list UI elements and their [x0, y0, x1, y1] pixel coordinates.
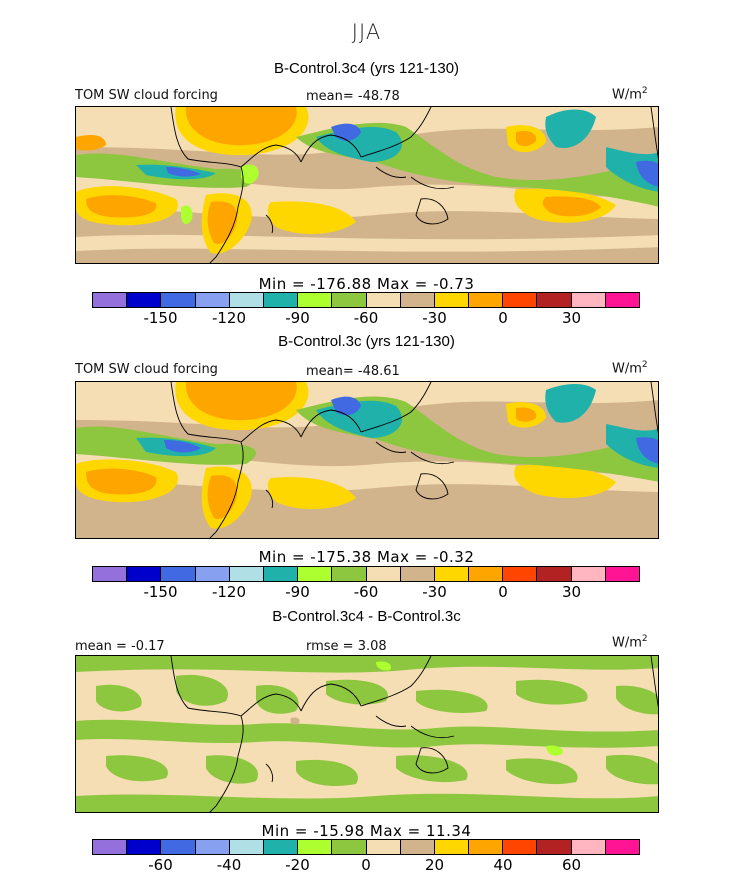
panel2-title: B-Control.3c (yrs 121-130) [278, 333, 455, 350]
colorbar-segment [161, 567, 196, 581]
colorbar-segment [434, 840, 470, 854]
colorbar-segment [571, 840, 606, 854]
tick-label: -90 [285, 583, 310, 601]
tick-label: 0 [361, 856, 371, 874]
colorbar-segment [161, 840, 196, 854]
colorbar-segment [537, 293, 572, 307]
tick-label: 0 [498, 309, 508, 327]
colorbar-segment [127, 567, 162, 581]
panel1-map-graphic [76, 107, 658, 263]
panel2-colorbar-ticks: -150 -120 -90 -60 -30 0 30 [92, 583, 640, 601]
colorbar-segment [263, 567, 299, 581]
panel3-unit: W/m2 [612, 634, 648, 651]
panel2-minmax: Min = -175.38 Max = -0.32 [258, 548, 475, 566]
panel2-colorbar [92, 566, 640, 582]
colorbar-segment [93, 293, 128, 307]
colorbar-segment [503, 293, 538, 307]
colorbar-segment [503, 840, 538, 854]
colorbar-segment [229, 567, 264, 581]
panel1-map [75, 106, 659, 264]
colorbar-segment [400, 293, 435, 307]
tick-label: -60 [353, 583, 379, 601]
panel1-variable-label: TOM SW cloud forcing [75, 88, 218, 103]
colorbar-segment [298, 293, 333, 307]
panel2-map-graphic [76, 382, 658, 538]
colorbar-segment [605, 567, 639, 581]
colorbar-segment [93, 567, 128, 581]
colorbar-segment [605, 840, 639, 854]
panel1-unit: W/m2 [612, 86, 648, 103]
panel1-title: B-Control.3c4 (yrs 121-130) [273, 60, 460, 77]
colorbar-segment [366, 293, 401, 307]
panel1-colorbar-ticks: -150 -120 -90 -60 -30 0 30 [92, 309, 640, 327]
tick-label: -60 [353, 309, 379, 327]
tick-label: -30 [422, 583, 447, 601]
panel2-unit: W/m2 [612, 360, 648, 377]
colorbar-segment [93, 840, 128, 854]
tick-label: 30 [561, 309, 582, 327]
colorbar-segment [571, 293, 606, 307]
colorbar-segment [195, 567, 230, 581]
tick-label: 40 [493, 856, 513, 874]
colorbar-segment [127, 293, 162, 307]
panel1-mean-label: mean= -48.78 [306, 89, 400, 104]
tick-label: 0 [498, 583, 508, 601]
panel1-minmax: Min = -176.88 Max = -0.73 [258, 275, 475, 293]
tick-label: 60 [561, 856, 582, 874]
colorbar-segment [366, 567, 401, 581]
colorbar-segment [469, 567, 504, 581]
season-title: JJA [351, 20, 382, 44]
tick-label: -120 [211, 583, 247, 601]
tick-label: -90 [285, 309, 310, 327]
panel3-rmse-label: rmse = 3.08 [306, 639, 387, 654]
tick-label: -150 [143, 583, 178, 601]
tick-label: -150 [143, 309, 178, 327]
panel3-colorbar [92, 839, 640, 855]
tick-label: 20 [424, 856, 445, 874]
colorbar-segment [469, 293, 504, 307]
colorbar-segment [571, 567, 606, 581]
colorbar-segment [298, 840, 333, 854]
panel3-minmax: Min = -15.98 Max = 11.34 [261, 822, 472, 840]
colorbar-segment [537, 840, 572, 854]
colorbar-segment [195, 293, 230, 307]
colorbar-segment [127, 840, 162, 854]
panel3-mean-label: mean = -0.17 [75, 639, 165, 654]
panel3-map [75, 655, 659, 813]
colorbar-segment [229, 293, 264, 307]
panel3-map-graphic [76, 656, 658, 812]
panel2-mean-label: mean= -48.61 [306, 364, 400, 379]
colorbar-segment [434, 293, 470, 307]
colorbar-segment [263, 840, 299, 854]
panel1-colorbar [92, 292, 640, 308]
colorbar-segment [195, 840, 230, 854]
panel2-map [75, 381, 659, 539]
colorbar-segment [332, 840, 367, 854]
tick-label: -60 [148, 856, 173, 874]
colorbar-segment [400, 840, 435, 854]
colorbar-segment [263, 293, 299, 307]
panel2-variable-label: TOM SW cloud forcing [75, 362, 218, 377]
tick-label: -20 [285, 856, 310, 874]
tick-label: 30 [561, 583, 582, 601]
colorbar-segment [503, 567, 538, 581]
colorbar-segment [366, 840, 401, 854]
panel3-colorbar-ticks: -60 -40 -20 0 20 40 60 [92, 856, 640, 874]
colorbar-segment [298, 567, 333, 581]
tick-label: -120 [211, 309, 247, 327]
colorbar-segment [469, 840, 504, 854]
colorbar-segment [400, 567, 435, 581]
colorbar-segment [332, 567, 367, 581]
colorbar-segment [332, 293, 367, 307]
colorbar-segment [161, 293, 196, 307]
colorbar-segment [229, 840, 264, 854]
colorbar-segment [434, 567, 470, 581]
colorbar-segment [537, 567, 572, 581]
panel3-title: B-Control.3c4 - B-Control.3c [272, 608, 461, 625]
tick-label: -40 [216, 856, 242, 874]
colorbar-segment [605, 293, 639, 307]
tick-label: -30 [422, 309, 447, 327]
